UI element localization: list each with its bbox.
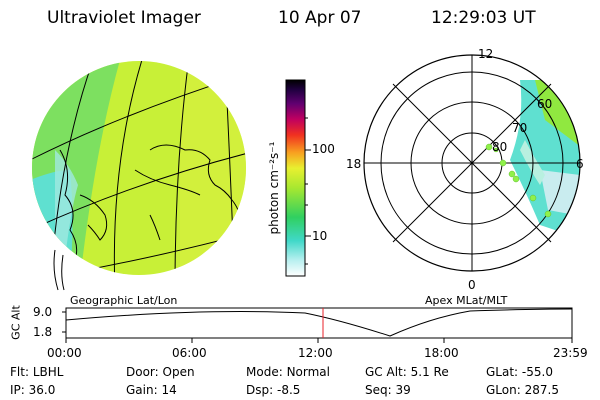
lat-label-80: 80 bbox=[492, 140, 508, 154]
status-dsp: Dsp: -8.5 bbox=[246, 383, 301, 397]
altitude-curve bbox=[65, 308, 573, 337]
earth-grid bbox=[32, 61, 246, 275]
xtick-0000: 00:00 bbox=[47, 346, 82, 360]
colorbar-label-10: 10 bbox=[312, 229, 328, 243]
date-label: 10 Apr 07 bbox=[278, 8, 362, 28]
altitude-ylabel: GC Alt bbox=[9, 305, 23, 340]
altitude-ytick-1-8: 1.8 bbox=[33, 325, 53, 339]
status-ip: IP: 36.0 bbox=[10, 383, 56, 397]
status-seq: Seq: 39 bbox=[365, 383, 411, 397]
time-label: 12:29:03 UT bbox=[431, 8, 536, 28]
status-door: Door: Open bbox=[126, 365, 195, 379]
xtick-2359: 23:59 bbox=[553, 346, 588, 360]
polar-diag-2 bbox=[392, 83, 552, 243]
colorbar-label-100: 100 bbox=[312, 142, 335, 156]
mlt-label-6: 6 bbox=[576, 157, 584, 171]
altitude-ytick-9: 9.0 bbox=[33, 305, 53, 319]
apex-panel-label: Apex MLat/MLT bbox=[425, 294, 508, 307]
status-flt: Flt: LBHL bbox=[10, 365, 64, 379]
polar-spots bbox=[485, 143, 552, 218]
mlt-label-18: 18 bbox=[346, 157, 362, 171]
lat-label-70: 70 bbox=[512, 121, 528, 135]
xtick-0600: 06:00 bbox=[172, 346, 207, 360]
status-gain: Gain: 14 bbox=[126, 383, 177, 397]
altitude-xticks bbox=[65, 338, 573, 343]
altitude-plot bbox=[62, 307, 573, 343]
geographic-panel-label: Geographic Lat/Lon bbox=[70, 294, 178, 307]
polar-plot bbox=[363, 54, 581, 272]
xtick-1200: 12:00 bbox=[298, 346, 333, 360]
xtick-1800: 18:00 bbox=[424, 346, 459, 360]
status-gc-alt: GC Alt: 5.1 Re bbox=[365, 365, 449, 379]
status-mode: Mode: Normal bbox=[246, 365, 330, 379]
mlt-label-0: 0 bbox=[468, 278, 476, 292]
altitude-frame bbox=[65, 307, 573, 339]
colorbar-unit-label: photon cm⁻²s⁻¹ bbox=[267, 141, 281, 235]
instrument-title: Ultraviolet Imager bbox=[47, 8, 201, 28]
lat-label-60: 60 bbox=[537, 97, 553, 111]
mlt-label-12: 12 bbox=[478, 47, 494, 61]
status-glat: GLat: -55.0 bbox=[486, 365, 553, 379]
earth-limb-lines bbox=[53, 249, 65, 291]
colorbar bbox=[285, 79, 306, 277]
earth-image bbox=[32, 61, 246, 275]
status-glon: GLon: 287.5 bbox=[486, 383, 559, 397]
